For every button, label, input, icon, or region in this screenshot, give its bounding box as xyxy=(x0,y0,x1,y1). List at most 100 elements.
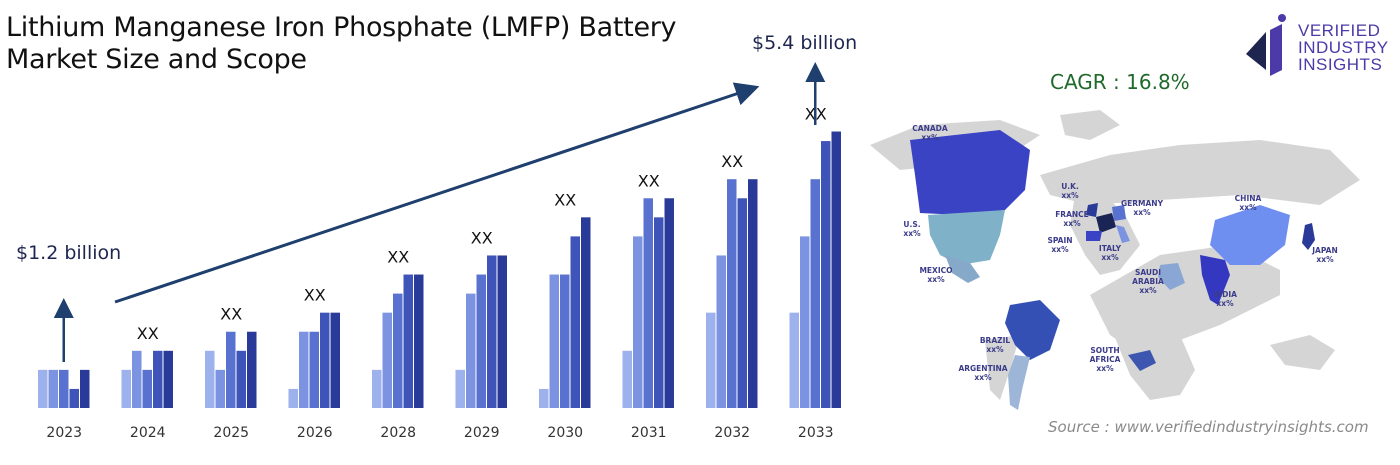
x-tick-label: 2030 xyxy=(547,425,583,441)
region-saudi-arabia xyxy=(1158,263,1185,290)
bar-2030-3 xyxy=(560,274,570,408)
bar-2032-2 xyxy=(716,255,726,408)
bar-2025-2 xyxy=(215,369,225,408)
bar-2026-3 xyxy=(309,331,319,408)
world-map: CANADA xx% U.S. xx% MEXICO xx% BRAZIL xx% ARGENT… xyxy=(870,110,1360,410)
bar-data-label: XX xyxy=(387,248,409,267)
bar-2024-1 xyxy=(121,369,131,408)
bar-2031-2 xyxy=(633,236,643,408)
bar-data-label: XX xyxy=(220,305,242,324)
bar-2023-5 xyxy=(80,369,90,408)
map-label-south-africa: SOUTH AFRICA xx% xyxy=(1090,346,1121,373)
bar-2033-3 xyxy=(810,179,820,408)
bar-2024-3 xyxy=(142,369,152,408)
bar-2026-4 xyxy=(320,312,330,408)
title-line-1: Lithium Manganese Iron Phosphate (LMFP) … xyxy=(6,12,677,43)
start-value-label: $1.2 billion xyxy=(16,242,121,264)
map-label-mexico: MEXICO xx% xyxy=(919,266,952,284)
bar-2033-4 xyxy=(821,141,831,409)
region-china xyxy=(1210,205,1290,265)
bar-data-label: XX xyxy=(137,324,159,343)
map-label-france: FRANCE xx% xyxy=(1055,210,1089,228)
bar-2024-4 xyxy=(153,350,163,408)
x-tick-label: 2023 xyxy=(46,425,82,441)
x-tick-label: 2028 xyxy=(380,425,416,441)
bar-2029-3 xyxy=(476,274,486,408)
map-label-spain: SPAIN xx% xyxy=(1047,236,1072,254)
bar-data-label: XX xyxy=(721,152,743,171)
bar-2023-3 xyxy=(59,369,69,408)
bar-2032-4 xyxy=(737,198,747,408)
region-us xyxy=(928,210,1005,265)
cagr-label: CAGR : 16.8% xyxy=(1050,70,1190,94)
x-tick-label: 2024 xyxy=(130,425,166,441)
region-italy xyxy=(1116,225,1130,243)
bar-2030-5 xyxy=(581,217,591,408)
bar-2032-1 xyxy=(706,312,716,408)
bar-data-label: XX xyxy=(304,286,326,305)
map-label-canada: CANADA xx% xyxy=(912,124,948,142)
region-india xyxy=(1200,255,1230,305)
bar-2025-3 xyxy=(226,331,236,408)
bar-2033-5 xyxy=(831,131,841,409)
bar-2032-5 xyxy=(748,179,758,408)
bar-2024-2 xyxy=(132,350,142,408)
region-spain xyxy=(1086,231,1102,241)
logo-line-1: VERIFIED xyxy=(1298,21,1381,40)
logo-line-3: INSIGHTS xyxy=(1298,55,1383,74)
bar-2028-2 xyxy=(382,312,392,408)
bar-2029-2 xyxy=(466,293,476,408)
region-japan xyxy=(1302,223,1315,250)
map-label-u-s-: U.S. xx% xyxy=(903,220,921,238)
bar-2024-5 xyxy=(163,350,173,408)
map-label-argentina: ARGENTINA xx% xyxy=(958,364,1007,382)
bar-2030-2 xyxy=(549,274,559,408)
bar-2029-5 xyxy=(497,255,507,408)
bar-2033-2 xyxy=(800,236,810,408)
bar-2030-4 xyxy=(570,236,580,408)
region-mexico xyxy=(945,255,980,283)
bar-2031-3 xyxy=(643,198,653,408)
region-south-africa xyxy=(1128,350,1156,371)
x-tick-label: 2025 xyxy=(213,425,249,441)
bar-2026-5 xyxy=(330,312,340,408)
bar-2025-1 xyxy=(205,350,215,408)
bar-2023-1 xyxy=(38,369,48,408)
bar-2028-1 xyxy=(372,369,382,408)
x-tick-label: 2026 xyxy=(297,425,333,441)
bar-2029-1 xyxy=(455,369,465,408)
map-label-germany: GERMANY xx% xyxy=(1121,199,1164,217)
region-uk xyxy=(1086,203,1098,217)
bar-2031-4 xyxy=(654,217,664,408)
bar-2030-1 xyxy=(539,388,549,408)
x-tick-label: 2031 xyxy=(631,425,667,441)
bar-2028-4 xyxy=(403,274,413,408)
bar-2032-3 xyxy=(727,179,737,408)
region-france xyxy=(1096,213,1116,233)
region-canada xyxy=(910,130,1030,215)
logo-text: VERIFIED INDUSTRY INSIGHTS xyxy=(1298,22,1389,73)
growth-trend-arrow xyxy=(114,82,760,304)
logo-line-2: INDUSTRY xyxy=(1298,38,1389,57)
x-tick-label: 2029 xyxy=(464,425,500,441)
map-label-india: INDIA xx% xyxy=(1213,290,1237,308)
title-line-2: Market Size and Scope xyxy=(6,44,307,75)
bar-2028-3 xyxy=(393,293,403,408)
bar-2026-2 xyxy=(299,331,309,408)
end-value-label: $5.4 billion xyxy=(752,32,857,54)
bar-2023-2 xyxy=(48,369,58,408)
bar-data-label: XX xyxy=(638,171,660,190)
bar-chart: 2023 2024 XX 2025 XX 2026 XX 2028 XX 2029 XX 2030 XX… xyxy=(16,32,857,441)
bar-2029-4 xyxy=(487,255,497,408)
x-tick-label: 2032 xyxy=(714,425,750,441)
region-argentina xyxy=(1008,355,1030,410)
bar-2031-5 xyxy=(664,198,674,408)
map-label-china: CHINA xx% xyxy=(1235,194,1262,212)
source-text: Source : www.verifiedindustryinsights.co… xyxy=(1048,418,1369,436)
bar-2025-4 xyxy=(236,350,246,408)
bar-2026-1 xyxy=(288,388,298,408)
region-germany xyxy=(1112,205,1126,221)
bar-2033-1 xyxy=(789,312,799,408)
bar-data-label: XX xyxy=(471,228,493,247)
region-brazil xyxy=(1005,300,1060,360)
